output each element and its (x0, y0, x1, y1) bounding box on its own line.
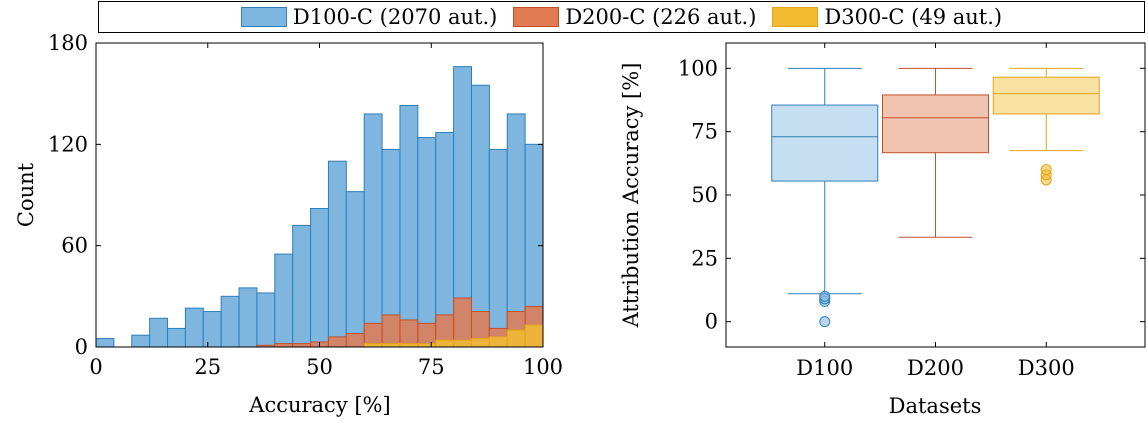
histogram-bar-d100-2 (131, 334, 151, 348)
histogram-y-tick-label: 0 (75, 335, 88, 359)
legend-item-d200: D200-C (226 aut.) (513, 5, 756, 29)
boxplot-d300 (992, 67, 1100, 186)
histogram-bar-d200-13 (327, 336, 347, 348)
boxplot-x-tick-label: D200 (907, 356, 964, 380)
legend-item-d300: D300-C (49 aut.) (772, 5, 1002, 29)
boxplot-d200 (882, 67, 989, 238)
histogram-y-tick-label: 120 (48, 132, 88, 156)
boxplot-x-tick-label: D100 (796, 356, 853, 380)
histogram-bar-d200-16 (381, 314, 401, 348)
legend-swatch-d300 (772, 7, 819, 27)
histogram-y-tick-label: 60 (61, 234, 88, 258)
histogram-bar-d300-18 (417, 343, 437, 348)
histogram-bar-d200-14 (345, 332, 365, 348)
histogram-bar-d100-8 (238, 287, 258, 348)
histogram-bar-d100-7 (220, 295, 240, 348)
histogram-bar-d100-17 (399, 104, 419, 348)
histogram-bar-d300-20 (453, 339, 472, 348)
boxplot-y-tick-label: 50 (691, 183, 718, 207)
histogram-bar-d200-11 (292, 343, 312, 348)
boxplot-chart: 0 25 50 75 100 D100 D200 D300 Datasets Attribut… (619, 42, 1146, 418)
histogram-bar-d100-12 (310, 208, 329, 348)
boxplot-y-axis-label: Attribution Accuracy [%] (619, 63, 643, 329)
histogram-bar-d100-9 (256, 292, 276, 348)
histogram-bar-d300-15 (363, 343, 383, 348)
histogram-bar-d100-13 (327, 160, 347, 348)
histogram-bar-d100-5 (184, 307, 204, 348)
histogram-axes: 0 25 50 75 100 0 60 120 180 (48, 31, 563, 379)
histogram-bar-d100-0 (95, 338, 115, 348)
histogram-x-tick-label: 25 (194, 355, 221, 379)
histogram-bar-d200-17 (399, 319, 419, 348)
legend-item-d100: D100-C (2070 aut.) (240, 5, 498, 29)
histogram-bar-d100-14 (345, 191, 365, 348)
boxplot-y-tick-label: 0 (705, 310, 718, 334)
boxplot-y-tick-label: 25 (691, 246, 718, 270)
histogram-bar-d100-15 (363, 113, 383, 348)
boxplot-outlier (819, 290, 831, 302)
histogram-bar-d200-20 (453, 297, 472, 348)
histogram-y-tick-label: 180 (48, 31, 88, 55)
histogram-bar-d100-22 (488, 148, 508, 348)
histogram-x-tick-label: 100 (523, 355, 563, 379)
histogram-x-tick-label: 75 (418, 355, 445, 379)
histogram-bar-d100-11 (292, 224, 312, 348)
boxplot-y-tick-label: 75 (691, 120, 718, 144)
legend-label-d100: D100-C (2070 aut.) (292, 5, 498, 29)
histogram-y-axis-label: Count (14, 162, 38, 227)
boxplot-outlier (1040, 164, 1052, 176)
boxplot-marks (771, 67, 1100, 328)
histogram-bar-d300-16 (381, 343, 401, 348)
boxplot-d100 (771, 67, 879, 328)
boxplot-axes: 0 25 50 75 100 D100 D200 D300 (678, 43, 1145, 380)
histogram-bar-d100-18 (417, 137, 437, 348)
histogram-x-tick-label: 0 (89, 355, 102, 379)
histogram-bar-d100-4 (167, 327, 186, 348)
boxplot-box (992, 76, 1100, 115)
boxplot-box (771, 104, 879, 182)
histogram-bar-d200-10 (274, 343, 294, 348)
histogram-bars (95, 66, 544, 348)
legend-swatch-d100 (240, 7, 287, 27)
histogram-bar-d300-23 (506, 329, 526, 348)
histogram-chart: 0 25 50 75 100 0 60 120 180 Accuracy [%] Count (14, 31, 563, 417)
histogram-bar-d300-24 (524, 324, 544, 348)
histogram-bar-d300-17 (399, 343, 419, 348)
legend-label-d300: D300-C (49 aut.) (824, 5, 1003, 29)
boxplot-x-axis-label: Datasets (889, 394, 982, 418)
boxplot-box (882, 94, 989, 154)
legend-label-d200: D200-C (226 aut.) (565, 5, 757, 29)
histogram-bar-d300-19 (435, 339, 455, 348)
histogram-x-tick-label: 50 (306, 355, 333, 379)
boxplot-outlier (819, 316, 831, 328)
histogram-bar-d100-21 (470, 84, 490, 348)
boxplot-x-tick-label: D300 (1018, 356, 1075, 380)
histogram-bar-d100-10 (274, 253, 294, 348)
histogram-bar-d300-22 (488, 336, 508, 348)
boxplot-y-tick-label: 100 (678, 56, 718, 80)
histogram-bar-d300-21 (470, 338, 490, 348)
histogram-x-axis-label: Accuracy [%] (248, 393, 390, 417)
chart-legend: D100-C (2070 aut.) D200-C (226 aut.) D30… (98, 1, 1145, 33)
histogram-bar-d100-6 (202, 311, 222, 348)
legend-swatch-d200 (513, 7, 560, 27)
histogram-bar-d100-3 (149, 317, 169, 348)
